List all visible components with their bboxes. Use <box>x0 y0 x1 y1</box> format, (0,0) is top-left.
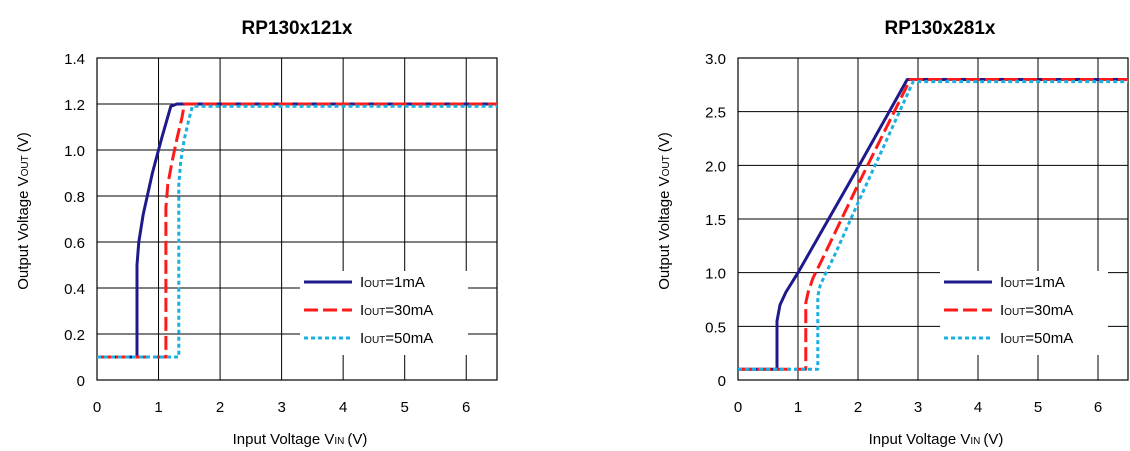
y-tick-label: 1.5 <box>705 212 726 229</box>
y-tick-label: 2.5 <box>705 105 726 122</box>
x-tick-label: 3 <box>277 399 285 416</box>
x-tick-label: 1 <box>154 399 162 416</box>
legend-label-2: IOUT=30mA <box>1000 302 1073 319</box>
y-axis-label: Output Voltage VOUT(V) <box>15 132 32 290</box>
x-tick-label: 4 <box>974 399 982 416</box>
y-axis-label: Output Voltage VOUT(V) <box>656 132 673 290</box>
series-line-2 <box>97 102 497 359</box>
chart-panel-2: RP130x281x 0 1 2 3 4 5 6 0 0.5 1.0 1.5 2.0 2.5 3.0 Inpu… <box>656 18 1129 448</box>
y-tick-label: 0.6 <box>64 235 85 252</box>
legend: IOUT=1mA IOUT=30mA IOUT=50mA <box>300 271 468 355</box>
y-tick-label: 1.0 <box>705 266 726 283</box>
x-tick-label: 6 <box>1094 399 1102 416</box>
y-tick-label: 1.2 <box>64 97 85 114</box>
legend-label-3: IOUT=50mA <box>1000 330 1073 347</box>
plot-frame <box>96 57 498 381</box>
x-axis-label: Input Voltage VIN (V) <box>233 431 368 448</box>
x-tick-label: 5 <box>401 399 409 416</box>
plot-frame <box>737 57 1129 381</box>
legend-box <box>300 271 468 355</box>
series-line-1 <box>738 78 1128 371</box>
y-tick-label: 0 <box>77 373 85 390</box>
y-tick-label: 0 <box>718 373 726 390</box>
y-tick-label: 2.0 <box>705 158 726 175</box>
y-tick-label: 3.0 <box>705 51 726 68</box>
x-tick-label: 6 <box>462 399 470 416</box>
series-line-3 <box>97 104 497 359</box>
chart-title: RP130x281x <box>885 18 996 39</box>
y-tick-label: 0.2 <box>64 327 85 344</box>
legend-box <box>940 271 1108 355</box>
x-tick-label: 2 <box>854 399 862 416</box>
legend-label-2: IOUT=30mA <box>360 302 433 319</box>
x-tick-label: 3 <box>914 399 922 416</box>
y-tick-label: 1.0 <box>64 143 85 160</box>
chart-title: RP130x121x <box>242 18 353 39</box>
legend-label-1: IOUT=1mA <box>1000 274 1065 291</box>
y-tick-label: 0.4 <box>64 281 85 298</box>
x-tick-label: 1 <box>794 399 802 416</box>
x-tick-label: 2 <box>216 399 224 416</box>
y-tick-label: 1.4 <box>64 51 85 68</box>
legend-label-1: IOUT=1mA <box>360 274 425 291</box>
legend-label-3: IOUT=50mA <box>360 330 433 347</box>
x-axis-label: Input Voltage VIN (V) <box>869 431 1004 448</box>
series-line-3 <box>738 80 1128 371</box>
x-tick-label: 0 <box>734 399 742 416</box>
chart-panel-1: RP130x121x 0 1 2 3 4 5 6 0 0.2 0.4 0.6 0.8 1.0 1.2 1.4 I… <box>15 18 498 448</box>
x-tick-label: 4 <box>339 399 347 416</box>
x-tick-label: 0 <box>93 399 101 416</box>
y-tick-label: 0.8 <box>64 189 85 206</box>
legend: IOUT=1mA IOUT=30mA IOUT=50mA <box>940 271 1108 355</box>
series-line-2 <box>738 78 1128 371</box>
series-line-1 <box>97 102 497 359</box>
x-tick-label: 5 <box>1034 399 1042 416</box>
y-tick-label: 0.5 <box>705 319 726 336</box>
